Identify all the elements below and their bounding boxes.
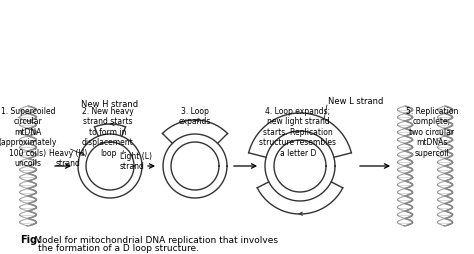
Text: New H strand: New H strand (82, 100, 138, 108)
Text: New L strand: New L strand (328, 97, 383, 106)
Text: 4. Loop expands;
new light strand
starts. Replication
structure resembles
a lett: 4. Loop expands; new light strand starts… (259, 107, 337, 157)
Text: 5. Replication
complete;
two circular
mtDNAs
supercoil: 5. Replication complete; two circular mt… (406, 107, 458, 157)
Text: Fig.: Fig. (20, 234, 41, 244)
Text: Light (L)
strand: Light (L) strand (120, 151, 152, 171)
Text: 1. Supercoiled
circular
mtDNA
(approximately
100 coils)
uncoils: 1. Supercoiled circular mtDNA (approxima… (0, 107, 57, 167)
Text: the formation of a D loop structure.: the formation of a D loop structure. (38, 243, 199, 252)
Text: Heavy (H)
strand: Heavy (H) strand (49, 148, 87, 168)
Text: Model for mitochondrial DNA replication that involves: Model for mitochondrial DNA replication … (20, 235, 278, 244)
Text: 2. New heavy
strand starts
to form in
displacement
loop: 2. New heavy strand starts to form in di… (82, 107, 134, 157)
Text: 3. Loop
expands: 3. Loop expands (179, 107, 211, 126)
